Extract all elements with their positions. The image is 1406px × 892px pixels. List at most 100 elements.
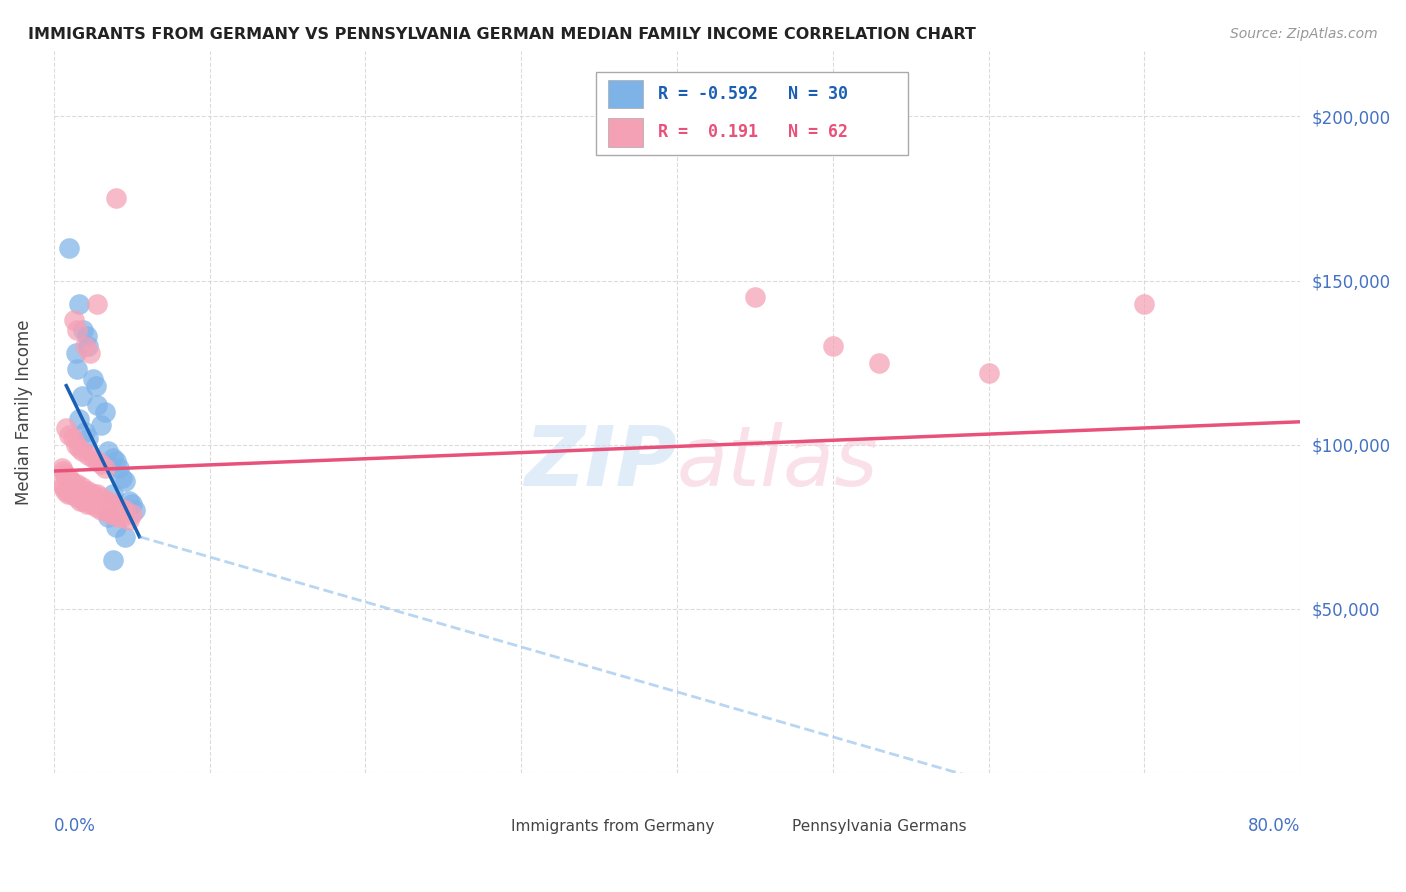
Point [94, 503, 117, 517]
Point [82, 487, 104, 501]
Point [98, 507, 121, 521]
Point [86, 454, 108, 468]
Point [977, 366, 1000, 380]
Point [72, 323, 94, 337]
Point [69, 493, 91, 508]
Point [84, 378, 107, 392]
Point [80, 497, 103, 511]
Point [58, 428, 80, 442]
Point [62, 431, 84, 445]
Point [67, 441, 90, 455]
Point [108, 500, 131, 515]
Text: R = -0.592   N = 30: R = -0.592 N = 30 [658, 85, 848, 103]
Point [90, 418, 112, 433]
Point [66, 477, 89, 491]
Point [90, 503, 112, 517]
Point [105, 454, 128, 468]
Text: ZIP: ZIP [524, 422, 676, 503]
Point [82, 450, 104, 465]
Bar [609, 79, 644, 109]
Point [121, 507, 143, 521]
Point [94, 460, 117, 475]
Point [79, 346, 101, 360]
FancyBboxPatch shape [596, 72, 907, 155]
Point [114, 530, 136, 544]
Bar [465, 819, 502, 835]
Point [124, 503, 146, 517]
Text: 80.0%: 80.0% [1247, 816, 1301, 835]
Point [107, 510, 129, 524]
Point [101, 552, 124, 566]
Point [84, 500, 107, 515]
Point [114, 474, 136, 488]
Point [117, 513, 139, 527]
Point [51, 460, 73, 475]
Point [97, 510, 120, 524]
Point [66, 323, 89, 337]
Point [101, 497, 124, 511]
Point [65, 491, 87, 505]
Point [70, 444, 93, 458]
Point [101, 450, 124, 465]
Point [58, 470, 80, 484]
Point [55, 470, 77, 484]
Point [53, 467, 76, 482]
Point [108, 460, 131, 475]
Point [77, 483, 100, 498]
Point [94, 493, 117, 508]
Bar [609, 118, 644, 147]
Point [65, 438, 87, 452]
Point [114, 503, 136, 517]
Point [101, 507, 124, 521]
Point [76, 329, 98, 343]
Point [76, 497, 98, 511]
Point [65, 346, 87, 360]
Text: 0.0%: 0.0% [53, 816, 96, 835]
Bar [745, 819, 783, 835]
Point [67, 296, 90, 310]
Point [70, 388, 93, 402]
Point [117, 493, 139, 508]
Point [53, 483, 76, 498]
Point [70, 480, 93, 494]
Point [105, 520, 128, 534]
Point [67, 411, 90, 425]
Point [86, 296, 108, 310]
Point [59, 487, 82, 501]
Point [86, 398, 108, 412]
Point [73, 339, 96, 353]
Point [66, 362, 89, 376]
Text: IMMIGRANTS FROM GERMANY VS PENNSYLVANIA GERMAN MEDIAN FAMILY INCOME CORRELATION : IMMIGRANTS FROM GERMANY VS PENNSYLVANIA … [28, 27, 976, 42]
Text: R =  0.191   N = 62: R = 0.191 N = 62 [658, 123, 848, 141]
Point [105, 191, 128, 205]
Point [52, 464, 75, 478]
Point [63, 477, 86, 491]
Point [73, 425, 96, 439]
Point [101, 487, 124, 501]
Point [58, 241, 80, 255]
Point [77, 431, 100, 445]
Point [821, 339, 844, 353]
Point [111, 510, 134, 524]
Point [73, 483, 96, 498]
Point [111, 503, 134, 517]
Point [63, 313, 86, 327]
Point [121, 497, 143, 511]
Text: Immigrants from Germany: Immigrants from Germany [512, 819, 714, 834]
Point [1133, 296, 1156, 310]
Text: Source: ZipAtlas.com: Source: ZipAtlas.com [1230, 27, 1378, 41]
Point [111, 470, 134, 484]
Point [105, 500, 128, 515]
Point [744, 290, 766, 304]
Point [94, 405, 117, 419]
Point [97, 493, 120, 508]
Text: Pennsylvania Germans: Pennsylvania Germans [792, 819, 966, 834]
Point [869, 356, 891, 370]
Point [56, 487, 79, 501]
Point [90, 491, 112, 505]
Point [77, 339, 100, 353]
Point [72, 493, 94, 508]
Point [51, 477, 73, 491]
Point [52, 480, 75, 494]
Point [97, 444, 120, 458]
